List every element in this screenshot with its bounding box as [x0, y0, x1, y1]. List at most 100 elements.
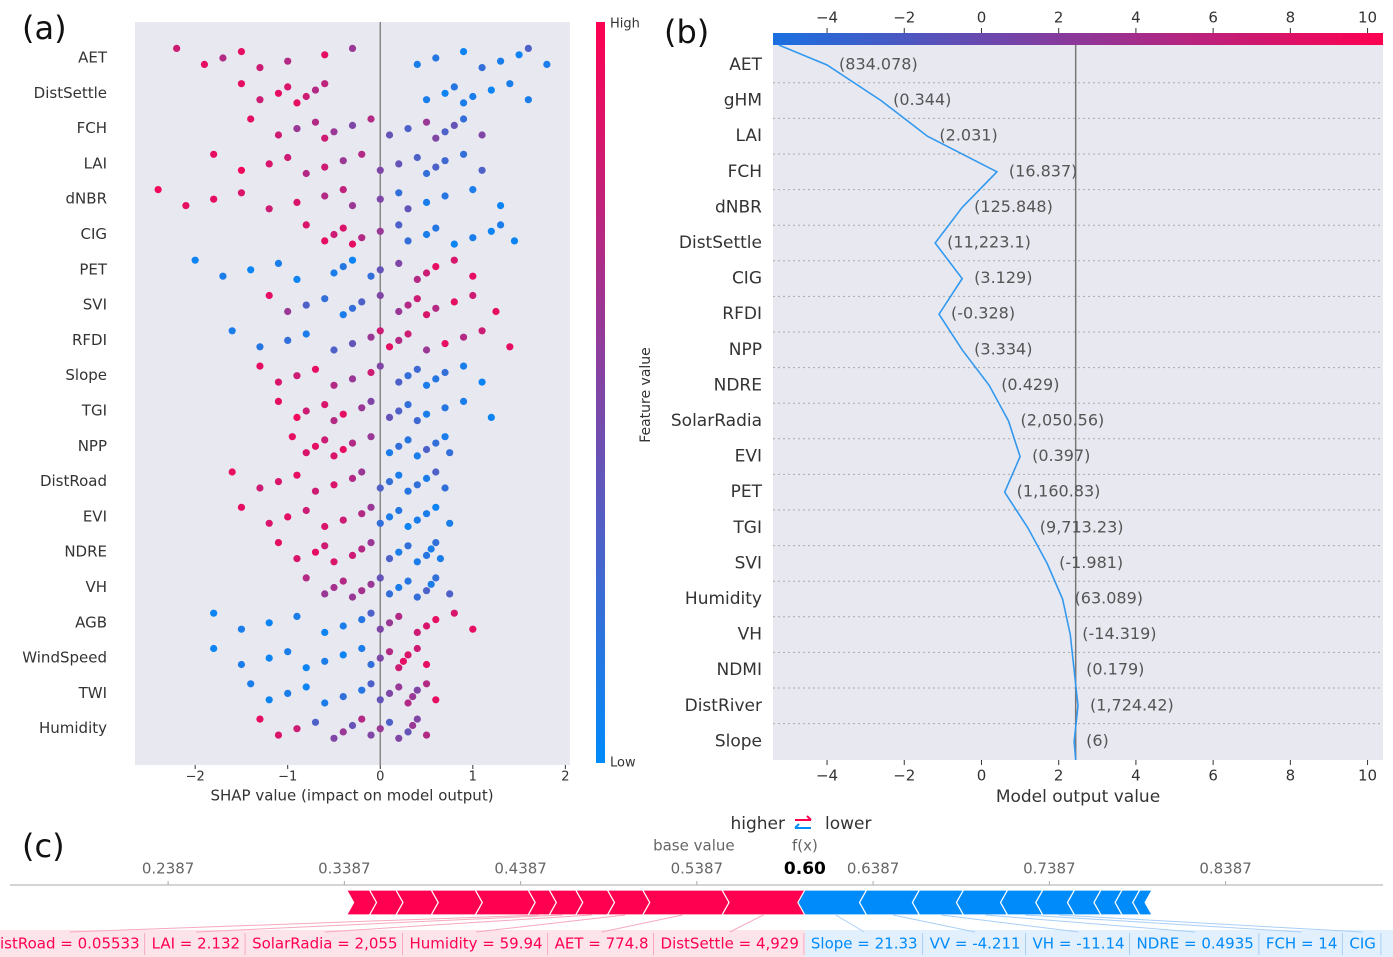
shap-dot: [376, 266, 384, 274]
fx-label: f(x): [792, 837, 818, 855]
shap-dot: [348, 474, 357, 482]
shap-dot: [321, 522, 329, 531]
feature-value-label: (1,160.83): [1017, 482, 1101, 501]
lower-feature-label: VH = -11.14: [1033, 935, 1125, 953]
y-tick-label: NPP: [729, 340, 762, 360]
shap-dot: [404, 699, 412, 707]
shap-dot: [358, 644, 366, 653]
shap-dot: [311, 487, 320, 495]
shap-dot: [395, 683, 403, 691]
colorbar: [773, 33, 1383, 45]
shap-dot: [376, 166, 384, 174]
shap-dot: [348, 721, 357, 730]
shap-dot: [413, 481, 421, 489]
connector: [601, 914, 683, 933]
shap-dot: [478, 64, 486, 72]
shap-dot: [367, 433, 375, 441]
shap-dot: [413, 644, 421, 653]
shap-dot: [358, 616, 366, 624]
shap-dot: [450, 609, 458, 617]
x-tick-label: −1: [278, 770, 297, 785]
shap-dot: [376, 484, 384, 492]
y-tick-label: WindSpeed: [22, 649, 107, 667]
shap-dot: [358, 510, 366, 518]
x-tick-label: 10: [1358, 9, 1377, 27]
shap-dot: [293, 612, 301, 621]
shap-dot: [422, 230, 431, 239]
lower-feature-label: Slope = 21.33: [811, 935, 918, 953]
shap-dot: [265, 519, 273, 527]
y-tick-label: gHM: [724, 91, 762, 111]
shap-dot: [413, 417, 421, 425]
shap-dot: [478, 166, 486, 174]
shap-dot: [395, 664, 403, 672]
shap-dot: [413, 593, 421, 601]
shap-dot: [422, 510, 431, 518]
shap-dot: [427, 580, 435, 588]
shap-dot: [311, 442, 320, 450]
shap-dot: [422, 118, 431, 126]
shap-dot: [367, 580, 375, 588]
plot-background: [135, 22, 570, 765]
shap-dot: [293, 471, 301, 479]
shap-dot: [330, 381, 338, 389]
shap-dot: [409, 721, 417, 730]
shap-dot: [367, 368, 375, 377]
higher-segment: [606, 889, 651, 916]
connector: [475, 914, 626, 933]
lower-feature-label: FCH = 14: [1266, 935, 1338, 953]
y-tick-label: AGB: [75, 613, 107, 631]
shap-dot: [432, 54, 440, 62]
fx-value: 0.60: [784, 859, 826, 879]
y-tick-label: LAI: [84, 154, 107, 172]
shap-dot: [441, 128, 449, 136]
shap-dot: [404, 522, 412, 531]
shap-dot: [256, 343, 264, 351]
shap-dot: [422, 169, 431, 178]
connector: [69, 914, 539, 933]
x-tick-label: 0: [977, 767, 987, 785]
shap-dot: [404, 651, 412, 659]
shap-dot: [404, 542, 412, 550]
shap-dot: [376, 519, 384, 527]
shap-dot: [284, 689, 292, 698]
colorbar: [596, 22, 605, 763]
y-tick-label: NDRE: [714, 375, 762, 395]
x-tick-label: −4: [816, 9, 838, 27]
shap-dot: [422, 198, 431, 206]
feature-value-label: (0.397): [1032, 446, 1090, 465]
shap-dot: [247, 680, 255, 688]
y-tick-label: AET: [729, 55, 762, 75]
y-tick-label: FCH: [728, 162, 762, 182]
shap-dot: [422, 587, 431, 595]
shap-dot: [210, 150, 218, 158]
shap-dot: [376, 227, 384, 235]
higher-feature-label: Humidity = 59.94: [410, 935, 543, 953]
shap-dot: [404, 577, 412, 585]
shap-dot: [321, 542, 329, 550]
shap-dot: [339, 577, 347, 585]
x-tick-label: 4: [1131, 9, 1141, 27]
shap-dot: [274, 539, 283, 547]
shap-dot: [506, 80, 514, 88]
shap-dot: [385, 343, 394, 351]
legend-lower: lower: [825, 814, 871, 834]
shap-dot: [469, 291, 477, 300]
shap-dot: [413, 452, 421, 460]
shap-dot: [210, 609, 218, 617]
shap-dot: [367, 397, 375, 405]
shap-dot: [339, 263, 347, 271]
x-tick-label: 6: [1208, 767, 1218, 785]
connector: [729, 914, 764, 933]
shap-dot: [404, 401, 412, 409]
shap-dot: [506, 343, 514, 351]
y-tick-label: VH: [738, 625, 762, 645]
shap-dot: [358, 715, 366, 723]
shap-dot: [293, 275, 301, 283]
y-tick-label: TWI: [78, 684, 107, 702]
x-tick-label: 0.3387: [318, 860, 371, 878]
shap-dot: [395, 336, 403, 344]
shap-dot: [395, 160, 403, 168]
shap-dot: [288, 433, 296, 441]
shap-dot: [487, 413, 495, 421]
